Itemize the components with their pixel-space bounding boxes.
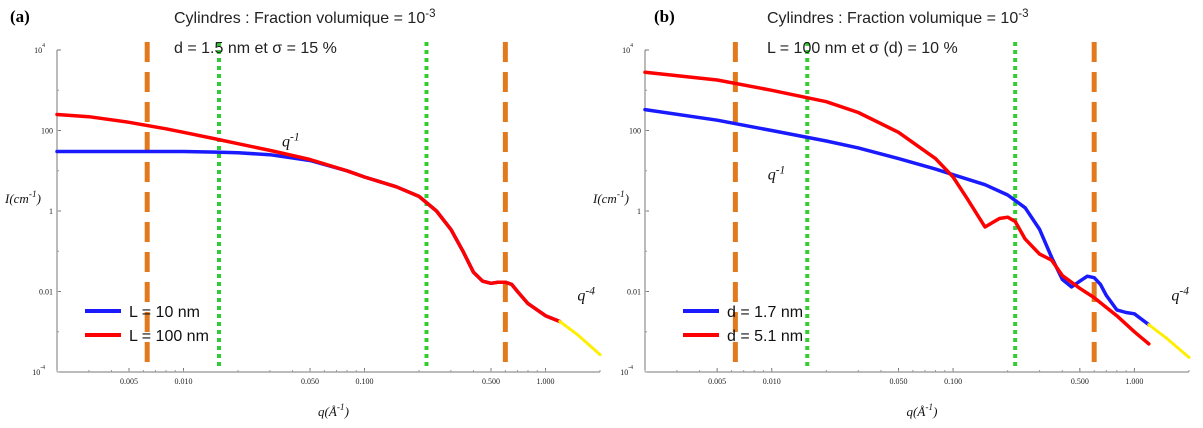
x-tick-label: 0.050: [301, 377, 319, 386]
y-tick-label-sup: -4: [40, 365, 45, 371]
legend-label: d = 5.1 nm: [727, 328, 803, 345]
x-tick-label: 0.500: [1071, 377, 1089, 386]
q4-guide-line: [1147, 323, 1191, 359]
x-axis-label: q(Å-1): [318, 403, 349, 419]
series-line-1: [643, 70, 1151, 346]
slope-annotation-sup: -1: [290, 132, 300, 144]
y-tick-label: 10-4: [32, 365, 45, 377]
q4-guide-line: [558, 320, 602, 357]
y-tick-label: 100: [629, 127, 641, 136]
legend-label: L = 100 nm: [129, 328, 209, 345]
slope-annotation-base: q: [577, 287, 585, 304]
series-line-0: [643, 107, 1151, 327]
x-axis-label-sup: -1: [337, 403, 345, 413]
chart-title-line1: Cylindres : Fraction volumique = 10-3: [174, 8, 435, 27]
series-line-0: [55, 149, 562, 324]
y-tick-label-base: 10: [34, 46, 42, 55]
y-tick-label-sup: 4: [42, 43, 45, 49]
panel-b: 0.005 0.010 0.050 0.100 0.500 1.00010-40.0111…: [592, 7, 1191, 419]
x-tick-label: 0.005: [120, 377, 138, 386]
y-tick-label-base: 10: [622, 46, 630, 55]
y-tick-label: 100: [41, 127, 53, 136]
y-axis-label-close: ): [36, 191, 41, 206]
x-axis-label-close: ): [344, 404, 349, 419]
y-axis-label-base: I(cm: [592, 191, 617, 206]
x-tick-label: 0.010: [763, 377, 781, 386]
y-tick-label: 1: [637, 207, 641, 216]
y-tick-label: 104: [622, 43, 633, 55]
x-tick-label: 0.100: [944, 377, 962, 386]
x-tick-label: 1.000: [537, 377, 555, 386]
x-axis-label-base: q(Å: [907, 404, 926, 419]
slope-annotation: q-1: [282, 132, 300, 151]
x-tick-label: 0.500: [482, 377, 500, 386]
chart-title-line1-base: Cylindres : Fraction volumique = 10: [767, 10, 1018, 27]
chart-title-line1-base: Cylindres : Fraction volumique = 10: [174, 10, 425, 27]
slope-annotation-base: q: [282, 134, 290, 151]
legend-label: d = 1.7 nm: [727, 304, 803, 321]
chart-title-line1: Cylindres : Fraction volumique = 10-3: [767, 8, 1028, 27]
panel-label: (b): [654, 7, 675, 26]
y-axis-label-close: ): [624, 191, 629, 206]
x-axis-label: q(Å-1): [907, 403, 938, 419]
y-tick-label-sup: 4: [630, 43, 633, 49]
slope-annotation-base: q: [1171, 287, 1179, 304]
x-tick-label: 0.010: [175, 377, 193, 386]
y-tick-label-sup: -4: [628, 365, 633, 371]
y-axis-label: I(cm-1): [592, 190, 629, 206]
slope-annotation-base: q: [768, 167, 776, 184]
y-axis-label-base: I(cm: [4, 191, 29, 206]
legend-label: L = 10 nm: [129, 304, 200, 321]
y-tick-label-base: 10: [32, 368, 40, 377]
y-tick-label: 10-4: [620, 365, 633, 377]
y-axis-label-sup: -1: [617, 190, 625, 200]
legend: L = 10 nm L = 100 nm: [85, 304, 209, 345]
y-tick-label-base: 10: [620, 368, 628, 377]
x-tick-label: 0.050: [889, 377, 907, 386]
x-tick-label: 1.000: [1125, 377, 1143, 386]
x-axis-label-sup: -1: [925, 403, 933, 413]
chart-title-line2: L = 100 nm et σ (d) = 10 %: [767, 40, 958, 57]
y-tick-label: 0.01: [39, 288, 53, 297]
slope-annotation-sup: -4: [1179, 285, 1189, 297]
slope-annotation-sup: -1: [776, 165, 786, 177]
panel-a: 0.005 0.010 0.050 0.100 0.500 1.00010-40.0111…: [4, 7, 602, 419]
series-line-1: [55, 112, 562, 324]
panel-label: (a): [10, 7, 30, 26]
x-axis-label-base: q(Å: [318, 404, 337, 419]
x-tick-label: 0.100: [356, 377, 374, 386]
y-tick-label: 104: [34, 43, 45, 55]
slope-annotation-sup: -4: [585, 285, 595, 297]
y-axis-label: I(cm-1): [4, 190, 41, 206]
slope-annotation: q-1: [768, 165, 786, 184]
legend: d = 1.7 nm d = 5.1 nm: [683, 304, 803, 345]
chart-title-line1-sup: -3: [1018, 8, 1028, 20]
y-tick-label: 0.01: [627, 288, 641, 297]
chart-title-line2: d = 1.5 nm et σ = 15 %: [174, 40, 337, 57]
y-axis-label-sup: -1: [29, 190, 37, 200]
x-tick-label: 0.005: [708, 377, 726, 386]
y-tick-label: 1: [49, 207, 53, 216]
slope-annotation: q-4: [1171, 285, 1189, 304]
slope-annotation: q-4: [577, 285, 595, 304]
chart-title-line1-sup: -3: [425, 8, 435, 20]
x-axis-label-close: ): [932, 404, 937, 419]
